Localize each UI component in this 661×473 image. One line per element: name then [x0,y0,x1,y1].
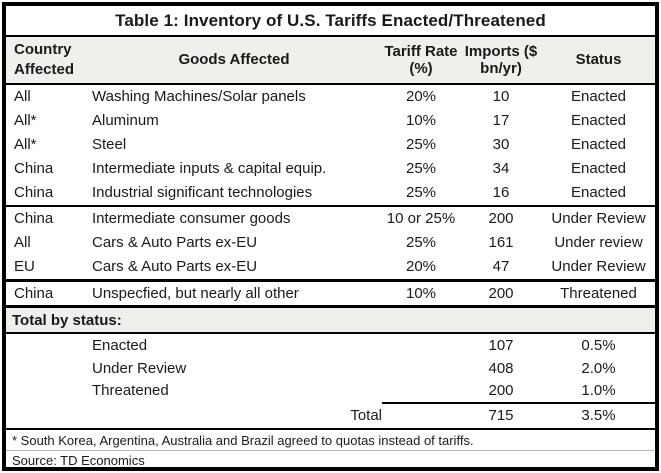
cell-empty [382,334,460,358]
totals-label: Enacted [92,337,148,355]
cell-status: Enacted [570,160,627,178]
cell-country: China [14,284,54,302]
table-row: All* Steel 25% 30 Enacted [6,133,655,157]
header-country: Country Affected [14,40,75,78]
cell-imports: 200 [488,284,514,302]
table-row: China Unspecfied, but nearly all other 1… [6,282,655,305]
cell-status: Enacted [570,112,627,130]
cell-status: Under Review [551,210,646,228]
cell-goods: Industrial significant technologies [92,184,313,202]
footnote-asterisk: * South Korea, Argentina, Australia and … [12,432,474,448]
totals-share: 2.0% [581,360,616,378]
totals-row: Under Review 408 2.0% [6,358,655,380]
cell-country: All* [14,112,37,130]
grand-total-imports: 715 [460,402,542,428]
table-row: China Intermediate inputs & capital equi… [6,157,655,181]
cell-imports: 16 [492,184,510,202]
table-row: China Intermediate consumer goods 10 or … [6,207,655,231]
cell-imports: 30 [492,136,510,154]
group-enacted: All Washing Machines/Solar panels 20% 10… [6,85,655,207]
cell-goods: Intermediate inputs & capital equip. [92,160,327,178]
cell-imports: 47 [492,258,510,276]
totals-section: Enacted 107 0.5% Under Review 408 2.0% T… [6,334,655,428]
cell-imports: 200 [488,210,514,228]
header-status: Status [575,51,622,69]
table-title: Table 1: Inventory of U.S. Tariffs Enact… [6,6,655,37]
cell-imports: 161 [488,234,514,252]
cell-tariff: 25% [405,136,437,154]
cell-status: Enacted [570,88,627,106]
totals-label: Under Review [92,360,187,378]
header-imports: Imports ($ bn/yr) [464,42,538,77]
cell-tariff: 10 or 25% [386,210,456,228]
cell-empty [6,380,86,402]
totals-share: 1.0% [581,382,616,400]
header-tariff: Tariff Rate (%) [384,42,458,77]
grand-total-share: 3.5% [542,402,655,428]
grand-total-label: Total [350,406,382,424]
header-goods: Goods Affected [178,51,290,69]
cell-goods: Unspecfied, but nearly all other [92,284,299,302]
group-under-review: China Intermediate consumer goods 10 or … [6,207,655,282]
table-row: All* Aluminum 10% 17 Enacted [6,109,655,133]
cell-country: China [14,184,54,202]
cell-goods: Steel [92,136,127,154]
cell-tariff: 20% [405,258,437,276]
cell-country: China [14,160,54,178]
cell-status: Threatened [560,284,637,302]
cell-tariff: 20% [405,88,437,106]
table-title-text: Table 1: Inventory of U.S. Tariffs Enact… [115,10,546,30]
table-row: All Washing Machines/Solar panels 20% 10… [6,85,655,109]
totals-share: 0.5% [581,337,616,355]
cell-tariff: 25% [405,160,437,178]
cell-empty [6,334,86,358]
cell-goods: Washing Machines/Solar panels [92,88,306,106]
cell-empty [382,402,460,428]
cell-tariff: 10% [405,284,437,302]
cell-country: All* [14,136,37,154]
cell-status: Under review [554,234,643,252]
cell-goods: Cars & Auto Parts ex-EU [92,234,258,252]
cell-status: Under Review [551,258,646,276]
totals-heading: Total by status: [6,308,655,334]
totals-label: Threatened [92,382,169,400]
totals-imports: 200 [488,382,514,400]
source-note: Source: TD Economics [12,453,145,468]
cell-country: All [14,234,31,252]
cell-status: Enacted [570,184,627,202]
table-footer: * South Korea, Argentina, Australia and … [6,428,655,468]
cell-goods: Intermediate consumer goods [92,210,291,228]
table-row: EU Cars & Auto Parts ex-EU 20% 47 Under … [6,255,655,279]
cell-empty [382,358,460,380]
cell-imports: 10 [492,88,510,106]
footnote-divider [6,450,655,451]
totals-imports: 107 [488,337,514,355]
cell-country: China [14,210,54,228]
cell-imports: 34 [492,160,510,178]
cell-goods: Cars & Auto Parts ex-EU [92,258,258,276]
totals-row: Threatened 200 1.0% [6,380,655,402]
totals-imports: 408 [488,360,514,378]
cell-goods: Aluminum [92,112,159,130]
cell-country: EU [14,258,35,276]
cell-status: Enacted [570,136,627,154]
totals-row: Enacted 107 0.5% [6,334,655,358]
table-row: China Industrial significant technologie… [6,181,655,205]
cell-country: All [14,88,31,106]
cell-tariff: 25% [405,234,437,252]
group-threatened: China Unspecfied, but nearly all other 1… [6,282,655,308]
grand-total-row: Total 715 3.5% [6,402,655,428]
header-row: Country Affected Goods Affected Tariff R… [6,37,655,85]
cell-tariff: 10% [405,112,437,130]
cell-tariff: 25% [405,184,437,202]
cell-empty [382,380,460,402]
cell-imports: 17 [492,112,510,130]
table-row: All Cars & Auto Parts ex-EU 25% 161 Unde… [6,231,655,255]
cell-empty [6,358,86,380]
